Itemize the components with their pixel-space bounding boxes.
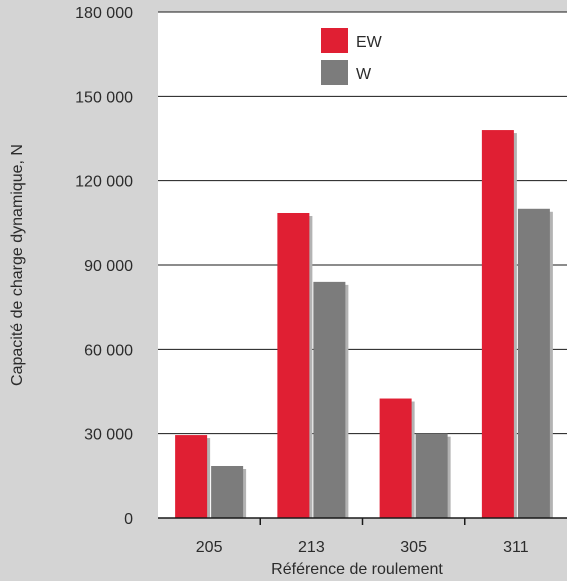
legend-label-w: W [356,66,372,83]
legend: EW W [321,28,383,85]
y-axis-title: Capacité de charge dynamique, N [9,144,26,386]
y-tick-label: 150 000 [75,89,133,106]
axes [158,517,567,525]
bar-ew-311 [481,130,514,519]
bar-w-205 [211,465,244,518]
bar-w-213 [313,281,346,518]
bar-w-305 [415,433,448,518]
x-tick-labels: 205 213 305 311 [196,539,529,556]
x-tick-label: 213 [298,539,325,556]
bar-ew-305 [379,398,412,518]
y-tick-label: 0 [124,511,133,528]
y-tick-label: 90 000 [84,258,133,275]
bar-ew-205 [175,435,208,518]
bar-w-311 [517,208,550,518]
legend-swatch-ew [321,28,348,53]
legend-label-ew: EW [356,34,383,51]
y-tick-label: 30 000 [84,427,133,444]
bars [175,130,553,519]
y-tick-label: 60 000 [84,342,133,359]
y-tick-label: 180 000 [75,5,133,22]
gridlines [158,11,567,435]
bar-ew-213 [277,212,310,518]
y-tick-labels: 0 30 000 60 000 90 000 120 000 150 000 180 000 [75,5,133,528]
y-tick-label: 120 000 [75,174,133,191]
x-axis-title: Référence de roulement [271,561,443,578]
x-tick-label: 311 [503,539,529,556]
x-tick-label: 205 [196,539,223,556]
x-tick-label: 305 [400,539,427,556]
legend-swatch-w [321,60,348,85]
